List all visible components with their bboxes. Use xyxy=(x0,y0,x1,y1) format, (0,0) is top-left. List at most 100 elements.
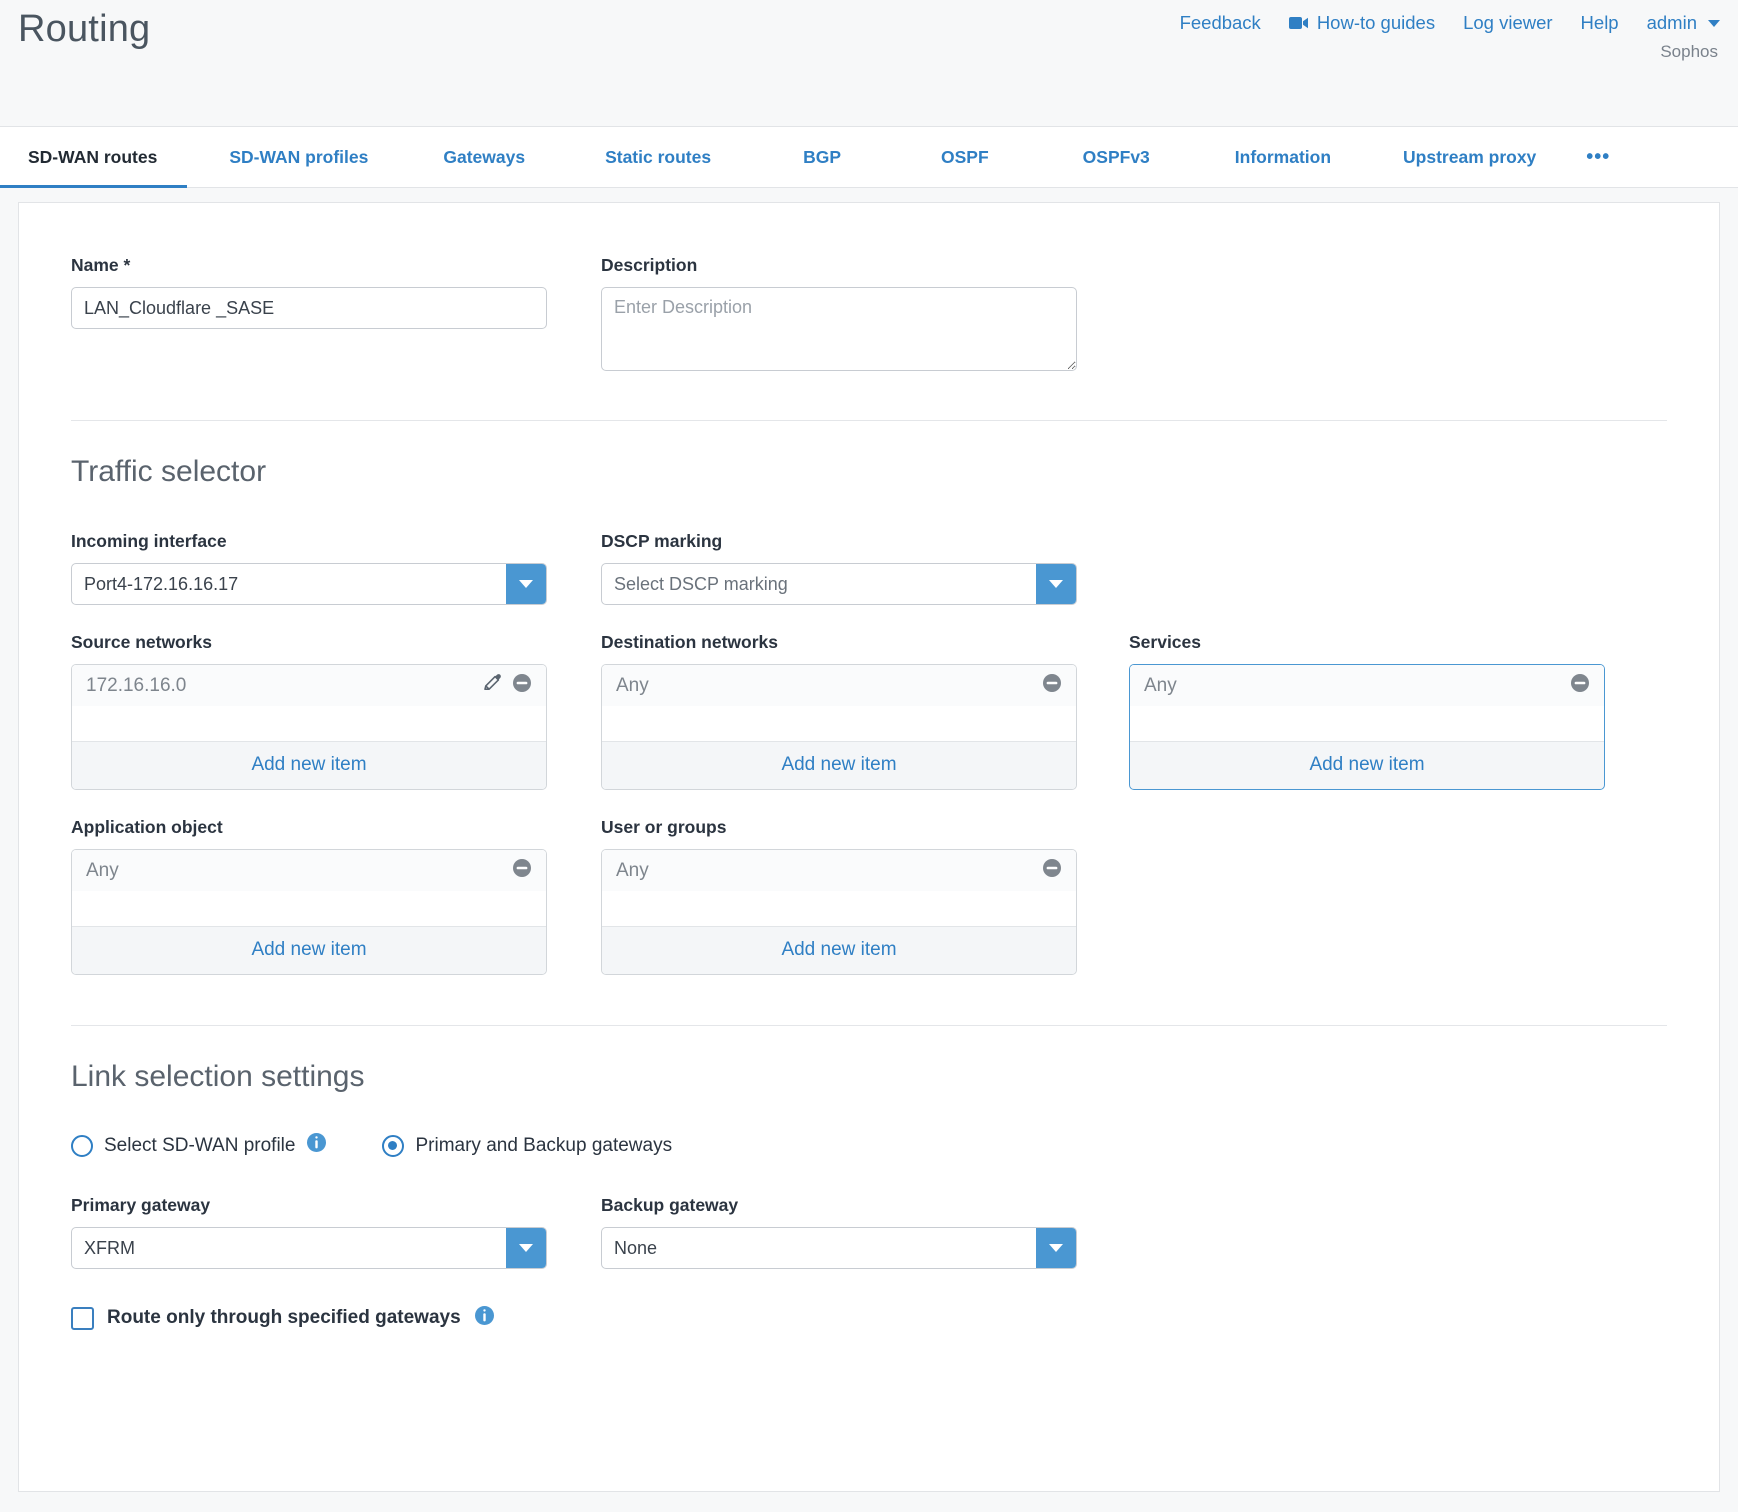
tab-sd-wan-profiles[interactable]: SD-WAN profiles xyxy=(187,127,398,187)
tab-ospf[interactable]: OSPF xyxy=(871,127,1019,187)
tab-sd-wan-routes[interactable]: SD-WAN routes xyxy=(0,127,188,188)
user-or-groups-add-new-item[interactable]: Add new item xyxy=(602,926,1076,974)
source-networks-label: Source networks xyxy=(71,632,213,652)
list-item[interactable]: Any xyxy=(72,850,546,891)
feedback-link[interactable]: Feedback xyxy=(1180,12,1261,34)
dscp-marking-select[interactable]: Select DSCP marking xyxy=(601,563,1077,605)
source-networks-add-new-item[interactable]: Add new item xyxy=(72,741,546,789)
radio-label: Primary and Backup gateways xyxy=(415,1134,673,1156)
route-only-checkbox[interactable] xyxy=(71,1306,94,1330)
remove-minus-icon[interactable] xyxy=(1570,673,1590,699)
tab-ospfv3[interactable]: OSPFv3 xyxy=(1019,127,1180,187)
tab-label: Information xyxy=(1234,146,1332,167)
services-listbox: Any Add new item xyxy=(1129,664,1605,790)
backup-gateway-group: Backup gateway None xyxy=(601,1195,1077,1269)
link-selection-radio-group: Select SD-WAN profile Primary and Backup… xyxy=(71,1132,1667,1159)
radio-select-sd-wan-profile[interactable]: Select SD-WAN profile xyxy=(71,1132,327,1159)
dscp-marking-value: Select DSCP marking xyxy=(614,573,788,594)
description-textarea[interactable] xyxy=(601,287,1077,371)
application-object-items: Any xyxy=(72,850,546,926)
edit-pencil-icon[interactable] xyxy=(482,673,502,699)
incoming-interface-label: Incoming interface xyxy=(71,531,227,551)
tab-label: SD-WAN routes xyxy=(28,146,158,167)
tab-gateways[interactable]: Gateways xyxy=(398,127,555,187)
admin-menu-label: admin xyxy=(1646,12,1697,33)
destination-networks-add-new-item[interactable]: Add new item xyxy=(602,741,1076,789)
remove-minus-icon[interactable] xyxy=(512,673,532,699)
list-item-actions xyxy=(1570,673,1590,699)
admin-menu[interactable]: admin xyxy=(1647,12,1720,34)
dscp-marking-group: DSCP marking Select DSCP marking xyxy=(601,531,1077,605)
list-item[interactable]: Any xyxy=(1130,665,1604,706)
tab-overflow-menu[interactable]: ••• xyxy=(1562,127,1620,187)
services-add-new-item[interactable]: Add new item xyxy=(1130,741,1604,789)
remove-minus-icon[interactable] xyxy=(1042,673,1062,699)
remove-minus-icon[interactable] xyxy=(1042,858,1062,884)
primary-gateway-group: Primary gateway XFRM xyxy=(71,1195,547,1269)
user-or-groups-listbox: Any Add new item xyxy=(601,849,1077,975)
destination-networks-listbox: Any Add new item xyxy=(601,664,1077,790)
destination-networks-label: Destination networks xyxy=(601,632,778,652)
sd-wan-route-form: Name * Description Traffic selector Inco… xyxy=(18,202,1720,1492)
radio-indicator xyxy=(71,1134,93,1157)
application-object-add-new-item[interactable]: Add new item xyxy=(72,926,546,974)
list-item-actions xyxy=(482,673,532,699)
list-item-label: Any xyxy=(86,859,119,881)
help-label: Help xyxy=(1580,12,1619,33)
list-item[interactable]: Any xyxy=(602,665,1076,706)
list-item[interactable]: Any xyxy=(602,850,1076,891)
tab-label: Static routes xyxy=(605,146,712,167)
dscp-marking-label: DSCP marking xyxy=(601,531,723,551)
remove-minus-icon[interactable] xyxy=(512,858,532,884)
tab-static-routes[interactable]: Static routes xyxy=(555,127,741,187)
user-or-groups-items: Any xyxy=(602,850,1076,926)
tenant-name: Sophos xyxy=(1660,42,1718,61)
incoming-interface-select[interactable]: Port4-172.16.16.17 xyxy=(71,563,547,605)
name-field-group: Name * xyxy=(71,255,547,376)
name-description-row: Name * Description xyxy=(71,255,1667,376)
tab-label: BGP xyxy=(803,146,842,167)
application-user-row: Application object Any xyxy=(71,817,1667,975)
radio-primary-and-backup-gateways[interactable]: Primary and Backup gateways xyxy=(382,1134,673,1157)
interface-dscp-row: Incoming interface Port4-172.16.16.17 DS… xyxy=(71,531,1667,605)
ellipsis-icon: ••• xyxy=(1586,146,1611,168)
section-divider-2 xyxy=(71,1025,1667,1026)
application-object-label: Application object xyxy=(71,817,223,837)
chevron-down-icon xyxy=(1036,564,1076,604)
tab-bgp[interactable]: BGP xyxy=(741,127,871,187)
list-item-label: Any xyxy=(616,859,649,881)
log-viewer-label: Log viewer xyxy=(1463,12,1553,33)
primary-gateway-value: XFRM xyxy=(84,1237,135,1258)
page-header: Routing Feedback How-to guides Log viewe… xyxy=(0,0,1738,126)
how-to-guides-link[interactable]: How-to guides xyxy=(1288,12,1435,34)
tab-information[interactable]: Information xyxy=(1180,127,1361,187)
primary-gateway-label: Primary gateway xyxy=(71,1195,211,1215)
primary-gateway-select[interactable]: XFRM xyxy=(71,1227,547,1269)
section-divider-1 xyxy=(71,420,1667,421)
gateways-row: Primary gateway XFRM Backup gateway None xyxy=(71,1195,1667,1269)
link-selection-title: Link selection settings xyxy=(71,1060,365,1093)
chevron-down-icon xyxy=(1708,19,1720,27)
backup-gateway-select[interactable]: None xyxy=(601,1227,1077,1269)
info-icon[interactable] xyxy=(474,1305,495,1331)
description-label: Description xyxy=(601,255,698,275)
info-icon[interactable] xyxy=(306,1132,327,1159)
destination-networks-group: Destination networks Any xyxy=(601,632,1077,790)
radio-label: Select SD-WAN profile xyxy=(104,1134,296,1156)
source-networks-listbox: 172.16.16.0 xyxy=(71,664,547,790)
description-field-group: Description xyxy=(601,255,1077,376)
application-object-listbox: Any Add new item xyxy=(71,849,547,975)
list-item[interactable]: 172.16.16.0 xyxy=(72,665,546,706)
tab-label: Upstream proxy xyxy=(1403,146,1537,167)
list-item-label: Any xyxy=(616,674,649,696)
incoming-interface-group: Incoming interface Port4-172.16.16.17 xyxy=(71,531,547,605)
tab-upstream-proxy[interactable]: Upstream proxy xyxy=(1361,127,1562,187)
route-only-checkbox-row: Route only through specified gateways xyxy=(71,1305,1667,1331)
chevron-down-icon xyxy=(506,1228,546,1268)
name-input[interactable] xyxy=(71,287,547,329)
tab-label: OSPFv3 xyxy=(1082,146,1150,167)
header-links: Feedback How-to guides Log viewer Help a… xyxy=(1180,12,1720,34)
log-viewer-link[interactable]: Log viewer xyxy=(1463,12,1552,34)
help-link[interactable]: Help xyxy=(1581,12,1619,34)
services-label: Services xyxy=(1129,632,1202,652)
